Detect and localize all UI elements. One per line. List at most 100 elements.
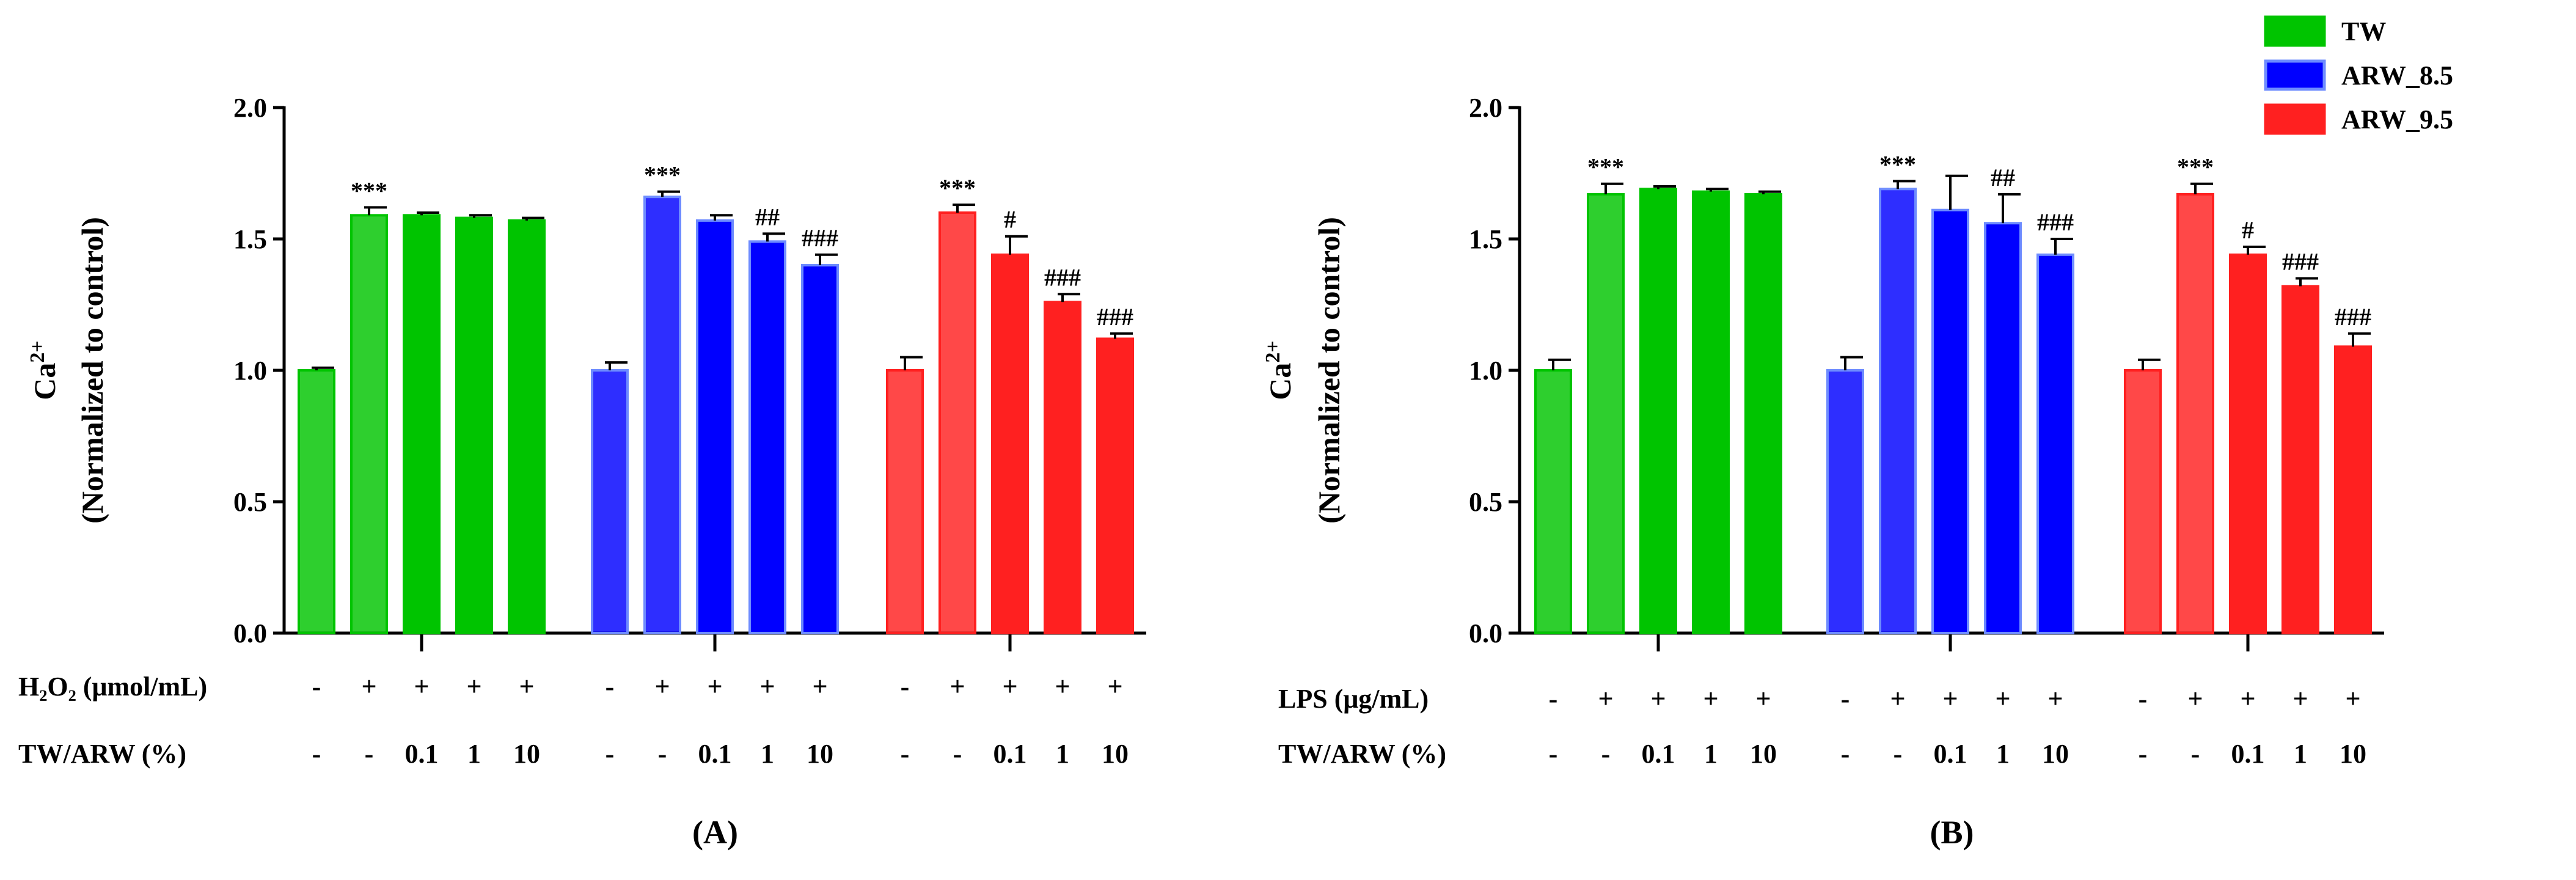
treatment-cell: -	[1841, 739, 1850, 769]
y-axis-label-main: Ca	[1263, 363, 1297, 400]
treatment-cell: +	[1703, 684, 1718, 714]
y-axis-label: Ca2+	[1262, 340, 1297, 400]
legend-swatch	[2264, 103, 2326, 135]
bar	[508, 219, 546, 634]
treatment-cell: +	[1995, 684, 2010, 714]
significance-label: ###	[2037, 208, 2074, 236]
treatment-cell: 1	[467, 739, 481, 769]
bar	[1587, 193, 1625, 634]
legend-label: TW	[2341, 16, 2386, 46]
bar	[886, 369, 924, 634]
treatment-cell: +	[2345, 684, 2360, 714]
treatment-cell: -	[2191, 739, 2200, 769]
bar	[591, 369, 629, 634]
significance-label: #	[1004, 206, 1016, 233]
treatment-cell: -	[1549, 684, 1558, 714]
chart-panel-b: 0.0 0.5 1.0 1.5 2.0 Ca2+ (Normalized to contro…	[1262, 93, 2384, 851]
bar	[939, 211, 976, 634]
bar	[2176, 193, 2214, 634]
bar	[1096, 337, 1134, 635]
bar	[1744, 193, 1782, 634]
treatment-cell: +	[519, 672, 534, 702]
bar	[2229, 253, 2267, 634]
treatment-cell: -	[365, 739, 374, 769]
treatment-cell: +	[1755, 684, 1771, 714]
treatment-cell: 10	[513, 739, 540, 769]
significance-label: ##	[755, 203, 780, 230]
y-axis-label: Ca2+	[26, 340, 62, 400]
y-axis-label-sub: (Normalized to control)	[75, 217, 109, 524]
treatment-cell: +	[1598, 684, 1613, 714]
y-axis-label-main: Ca	[27, 363, 62, 400]
treatment-cell: -	[1601, 739, 1611, 769]
y-tick-label: 0.5	[1469, 487, 1502, 517]
treatment-cell: 10	[2340, 739, 2366, 769]
treatment-cell: 0.1	[1934, 739, 1967, 769]
treatment-row-label: TW/ARW (%)	[18, 739, 186, 769]
treatment-cell: 10	[2042, 739, 2069, 769]
legend-swatch	[2264, 15, 2326, 47]
treatment-cell: +	[1942, 684, 1958, 714]
treatment-cell: -	[901, 672, 910, 702]
bar	[1931, 208, 1969, 634]
y-tick-label: 1.5	[1469, 224, 1502, 254]
treatment-cell: 10	[1102, 739, 1129, 769]
bar	[455, 216, 493, 635]
bar	[1984, 222, 2022, 634]
treatment-cell: +	[1107, 672, 1122, 702]
y-axis-label-sup: 2+	[26, 340, 49, 362]
legend-label: ARW_8.5	[2341, 61, 2453, 90]
bar	[403, 214, 441, 634]
y-axis-label-sub: (Normalized to control)	[1312, 217, 1346, 524]
significance-label: ***	[1587, 153, 1624, 181]
treatment-cell: 0.1	[993, 739, 1027, 769]
bar	[2281, 285, 2319, 634]
treatment-cell: 0.1	[1642, 739, 1675, 769]
y-tick-label: 1.5	[233, 224, 267, 254]
treatment-cell: +	[2240, 684, 2255, 714]
treatment-cell: -	[953, 739, 962, 769]
bar	[696, 219, 734, 634]
bar	[643, 196, 681, 634]
y-axis-label-sup: 2+	[1262, 340, 1284, 362]
treatment-cell: -	[606, 672, 615, 702]
significance-label: ***	[1879, 150, 1916, 178]
bar	[1534, 369, 1572, 634]
bar	[2036, 253, 2074, 634]
significance-label: ***	[2177, 153, 2214, 181]
legend-label: ARW_9.5	[2341, 105, 2453, 134]
bar	[1826, 369, 1864, 634]
significance-label: ###	[2335, 303, 2371, 331]
treatment-row-label: H₂O₂ (μmol/mL)	[18, 672, 207, 702]
bar	[298, 369, 335, 634]
bar	[1692, 190, 1730, 635]
treatment-cell: +	[950, 672, 965, 702]
treatment-cell: +	[1650, 684, 1666, 714]
treatment-cell: +	[361, 672, 376, 702]
treatment-cell: -	[312, 672, 321, 702]
significance-label: ###	[2282, 248, 2319, 276]
bar	[991, 253, 1029, 634]
chart-panel-a: 0.0 0.5 1.0 1.5 2.0 Ca2+ (Normalized to contro…	[18, 93, 1146, 851]
y-tick-label: 0.0	[1469, 618, 1502, 648]
treatment-cell: 0.1	[698, 739, 732, 769]
y-tick-label: 0.5	[233, 487, 267, 517]
y-tick-label: 0.0	[233, 618, 267, 648]
y-tick-label: 2.0	[233, 93, 267, 123]
treatment-cell: +	[1055, 672, 1070, 702]
significance-label: ###	[1044, 263, 1081, 291]
treatment-row-label: LPS (μg/mL)	[1278, 684, 1429, 714]
significance-label: ###	[1097, 303, 1133, 331]
treatment-cell: -	[1549, 739, 1558, 769]
significance-label: ##	[1991, 164, 2015, 191]
treatment-row-label: TW/ARW (%)	[1278, 739, 1446, 769]
treatment-cell: -	[606, 739, 615, 769]
treatment-cell: -	[1841, 684, 1850, 714]
treatment-cell: -	[2139, 739, 2148, 769]
bar	[748, 240, 786, 634]
treatment-cell: +	[2292, 684, 2308, 714]
significance-label: ***	[351, 177, 387, 204]
bar	[1879, 188, 1917, 634]
treatment-cell: +	[2047, 684, 2063, 714]
